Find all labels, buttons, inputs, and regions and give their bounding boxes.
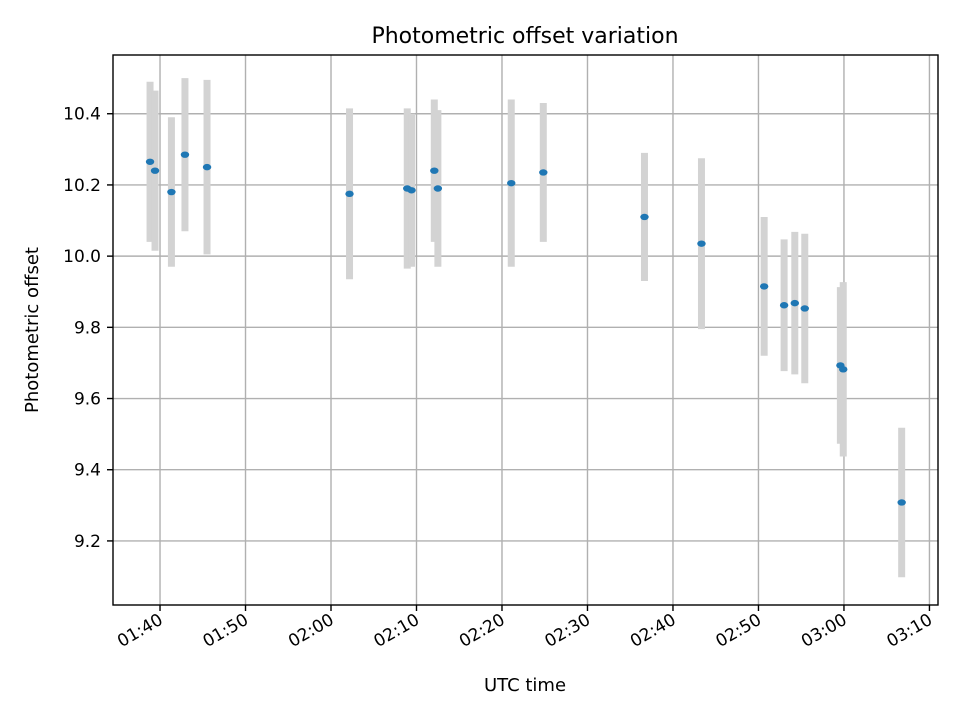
data-point [145, 158, 155, 165]
data-point [779, 302, 789, 309]
y-tick-label: 9.8 [74, 318, 101, 338]
y-tick-label: 10.0 [63, 247, 101, 267]
y-tick-label: 10.2 [63, 176, 101, 196]
y-tick-label: 9.6 [74, 390, 101, 410]
data-point [897, 499, 906, 506]
data-point [150, 167, 160, 174]
y-tick-label: 9.2 [74, 532, 101, 552]
grid [113, 55, 938, 605]
data-point [433, 185, 443, 192]
data-points [145, 151, 906, 506]
data-point [759, 283, 769, 290]
data-point [407, 187, 416, 194]
y-tick-label: 9.4 [74, 461, 101, 481]
y-axis-ticks: 9.2 9.4 9.6 9.8 10.0 10.2 10.4 [63, 105, 113, 552]
data-point [539, 169, 548, 176]
data-point [180, 151, 190, 158]
y-tick-label: 10.4 [63, 105, 101, 125]
data-point [430, 167, 439, 174]
y-axis-label: Photometric offset [22, 247, 43, 413]
data-point [790, 299, 800, 307]
plot-frame [112, 54, 939, 606]
data-point [697, 240, 706, 247]
x-axis-label: UTC time [484, 675, 566, 696]
data-point [640, 213, 649, 221]
data-point [839, 366, 848, 373]
data-point [507, 179, 516, 187]
data-point [345, 190, 354, 198]
data-point [167, 188, 176, 196]
chart-title: Photometric offset variation [371, 24, 678, 49]
data-point [800, 305, 809, 312]
data-point [202, 163, 212, 171]
